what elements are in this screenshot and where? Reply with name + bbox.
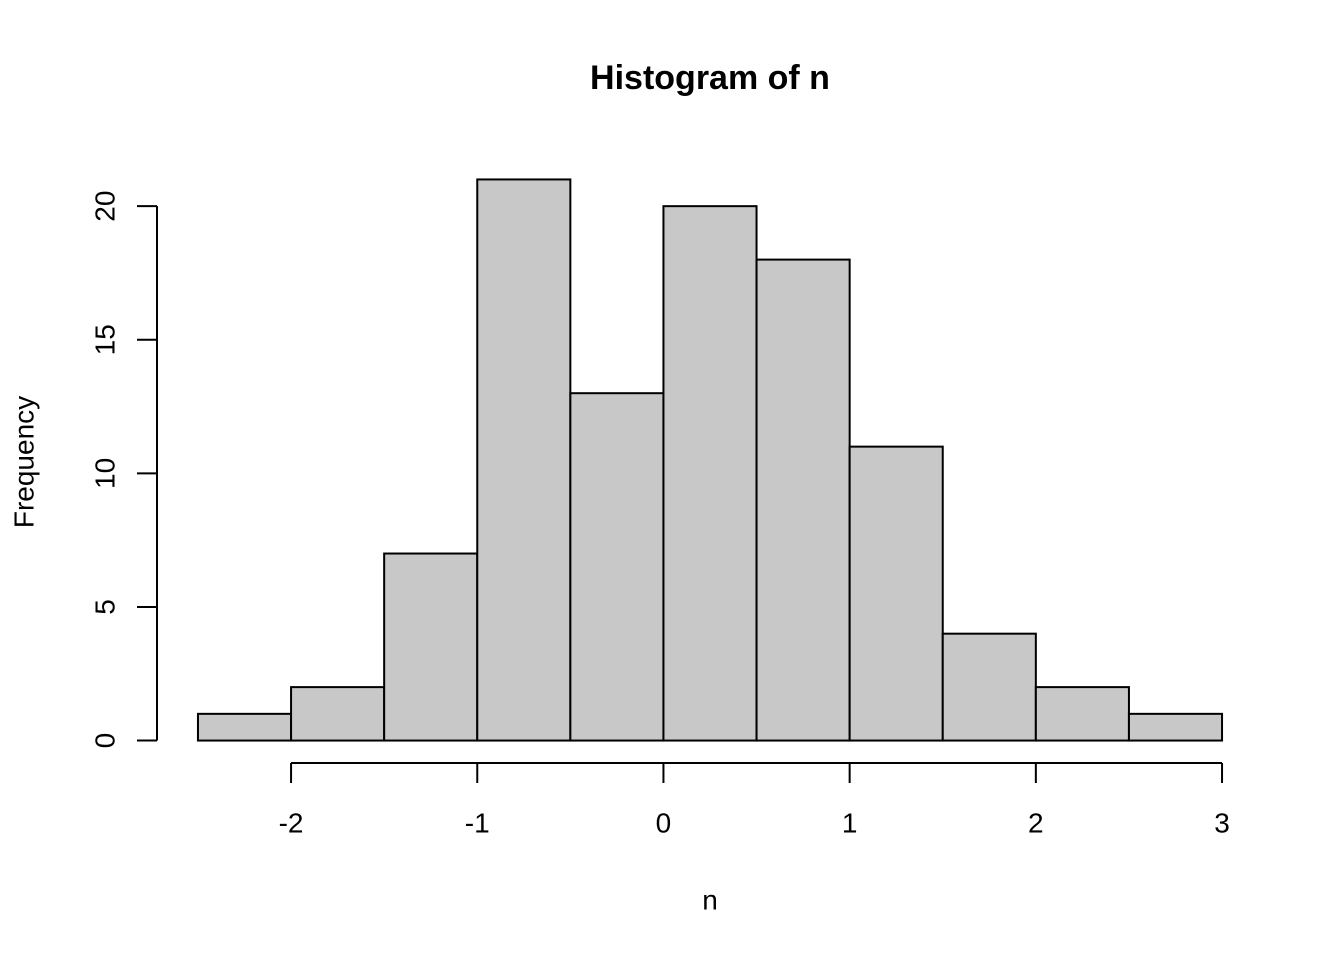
bar [196,712,293,742]
x-tick-label: 0 [656,807,672,838]
bar [476,178,572,742]
bar [569,392,665,742]
bar [1127,712,1224,742]
x-tick-label: -1 [465,807,490,838]
x-tick-label: 3 [1214,807,1230,838]
y-tick-label: 20 [89,191,120,222]
bar [941,632,1037,742]
x-tick-label: -2 [279,807,304,838]
bar [1034,686,1130,742]
bar [848,445,944,742]
y-tick-label: 0 [89,733,120,749]
x-tick-label: 2 [1028,807,1044,838]
bar [662,205,758,742]
y-tick-label: 10 [89,458,120,489]
bar [755,258,851,742]
x-axis-label: n [702,884,718,915]
y-axis-label: Frequency [8,396,39,528]
chart-title: Histogram of n [590,59,830,97]
x-tick-label: 1 [842,807,858,838]
bar [290,686,386,742]
y-tick-label: 15 [89,324,120,355]
y-tick-label: 5 [89,599,120,615]
bar [383,552,479,742]
